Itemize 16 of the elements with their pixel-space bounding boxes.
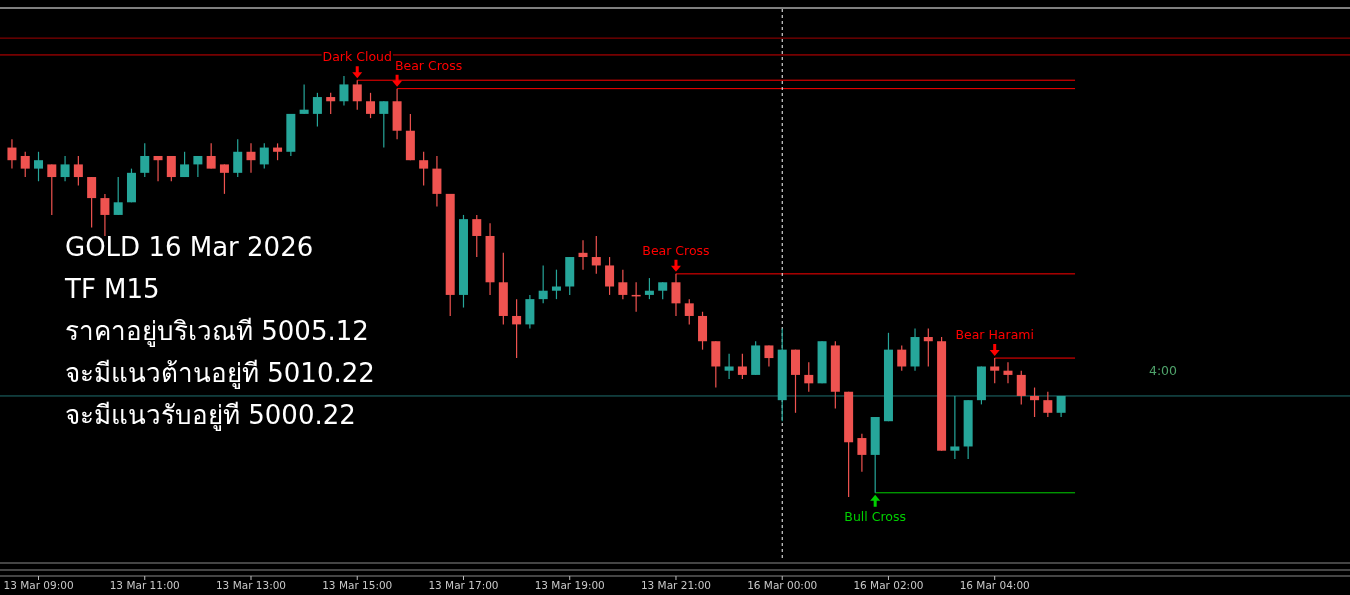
annotation: จะมีแนวรับอยู่ที 5000.22 (65, 400, 356, 431)
annotation: จะมีแนวต้านอยู่ที 5010.22 (65, 358, 375, 389)
x-tick-label: 13 Mar 21:00 (640, 579, 712, 591)
annotation: TF M15 (64, 274, 160, 304)
annotation: GOLD 16 Mar 2026 (65, 232, 314, 262)
x-tick-label: 13 Mar 13:00 (215, 579, 287, 591)
x-tick-label: 13 Mar 09:00 (3, 579, 74, 591)
x-tick-label: 16 Mar 04:00 (959, 579, 1030, 591)
text: 4:00 (1148, 363, 1178, 378)
x-tick-label: 13 Mar 19:00 (534, 579, 605, 591)
x-tick-label: 16 Mar 00:00 (747, 579, 818, 591)
x-tick-label: 16 Mar 02:00 (853, 579, 924, 591)
annotation: ราคาอยู่บริเวณที 5005.12 (65, 316, 369, 347)
x-tick-label: 13 Mar 11:00 (109, 579, 180, 591)
x-tick-label: 13 Mar 15:00 (322, 579, 393, 591)
x-tick-label: 13 Mar 17:00 (428, 579, 499, 591)
